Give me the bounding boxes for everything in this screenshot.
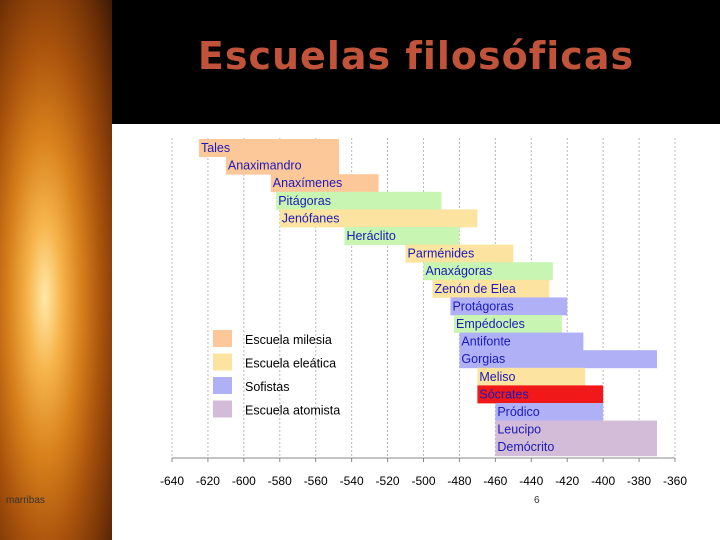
- bar-15: [495, 403, 604, 421]
- bar-label-9: Protágoras: [452, 299, 513, 313]
- x-tick-label-9: -460: [483, 474, 507, 488]
- bar-2: [270, 174, 379, 193]
- bar-10: [454, 315, 562, 333]
- bar-label-13: Meliso: [479, 370, 515, 384]
- x-tick-label-5: -540: [340, 474, 364, 488]
- bar-label-16: Leucipo: [497, 423, 541, 437]
- x-tick-label-8: -480: [447, 474, 471, 488]
- bar-11: [459, 332, 584, 351]
- bar-0: [198, 139, 340, 157]
- bar-5: [344, 227, 460, 245]
- x-tick-label-10: -440: [519, 474, 543, 488]
- bar-label-3: Pitágoras: [278, 194, 331, 208]
- bars-group: Tales Anaximandro Anaxímenes Pitágoras Jenóf…: [198, 139, 658, 457]
- bar-label-2: Anaxímenes: [273, 176, 342, 190]
- bar-label-4: Jenófanes: [282, 211, 340, 225]
- bar-label-0: Tales: [201, 141, 230, 155]
- legend-label-1: Escuela eleática: [245, 357, 336, 371]
- bar-14: [477, 385, 604, 404]
- x-tick-label-11: -420: [555, 474, 579, 488]
- bar-label-10: Empédocles: [456, 317, 525, 331]
- bar-13: [477, 367, 586, 386]
- bar-3: [276, 191, 442, 210]
- bar-label-6: Parménides: [408, 247, 475, 261]
- x-tick-label-3: -580: [268, 474, 292, 488]
- bar-12: [459, 350, 658, 369]
- bar-label-11: Antifonte: [461, 335, 510, 349]
- legend-swatch-2: [213, 377, 232, 394]
- bar-9: [450, 297, 568, 316]
- legend: Escuela milesia Escuela eleática Sofistas E…: [213, 330, 340, 418]
- page-number: 6: [534, 495, 540, 506]
- x-axis: -640 -620 -600 -580 -560 -540 -520 -500 -480 -460…: [160, 457, 687, 488]
- legend-label-2: Sofistas: [245, 380, 289, 394]
- bar-1: [225, 156, 340, 175]
- x-tick-label-1: -620: [196, 474, 220, 488]
- legend-swatch-3: [213, 400, 232, 418]
- bar-16: [495, 420, 658, 439]
- bar-17: [495, 438, 658, 457]
- bar-7: [423, 262, 553, 281]
- bar-6: [405, 244, 514, 263]
- x-tick-label-2: -600: [232, 474, 256, 488]
- bar-label-1: Anaximandro: [228, 159, 302, 173]
- bar-label-12: Gorgias: [461, 352, 505, 366]
- author-footer: marribas: [6, 495, 45, 506]
- x-tick-label-4: -560: [304, 474, 328, 488]
- bar-label-14: Sócrates: [479, 387, 528, 401]
- x-tick-label-7: -500: [411, 474, 435, 488]
- legend-swatch-0: [213, 330, 232, 347]
- bar-8: [432, 279, 550, 298]
- x-tick-label-0: -640: [160, 474, 184, 488]
- legend-label-0: Escuela milesia: [245, 333, 332, 347]
- bar-label-15: Pródico: [497, 405, 539, 419]
- x-tick-label-13: -380: [627, 474, 651, 488]
- bar-label-8: Zenón de Elea: [434, 282, 515, 296]
- bar-label-7: Anaxágoras: [426, 264, 493, 278]
- grid-lines: [171, 138, 676, 458]
- x-tick-label-14: -360: [663, 474, 687, 488]
- legend-label-3: Escuela atomista: [245, 404, 340, 418]
- title-band: [112, 0, 720, 124]
- legend-swatch-1: [213, 353, 232, 371]
- bar-label-5: Heráclito: [346, 229, 395, 243]
- slide-title: Escuelas filosóficas: [197, 34, 635, 78]
- bar-4: [279, 209, 478, 228]
- x-tick-label-6: -520: [376, 474, 400, 488]
- bar-label-17: Demócrito: [497, 440, 554, 454]
- decorative-lamp-band: [0, 0, 112, 540]
- x-tick-label-12: -400: [591, 474, 615, 488]
